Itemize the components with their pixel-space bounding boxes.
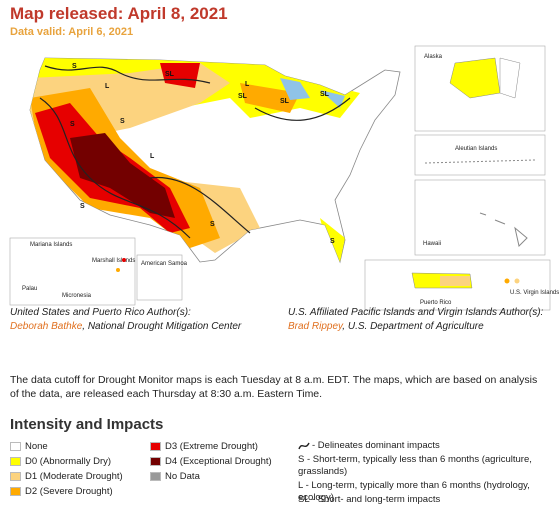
impact-label: L <box>105 83 110 90</box>
drought-area <box>122 258 126 262</box>
impact-label: SL <box>320 91 330 98</box>
impact-legend-item: - Delineates dominant impacts <box>312 440 440 451</box>
impact-label: S <box>70 121 75 128</box>
impact-label: SL <box>165 71 175 78</box>
impact-label: SL <box>280 98 290 105</box>
legend-swatch <box>10 457 21 466</box>
legend-label: No Data <box>165 471 200 482</box>
drought-area <box>116 268 120 272</box>
subtitle: Data valid: April 6, 2021 <box>10 26 134 38</box>
impact-label: S <box>72 63 77 70</box>
impact-label: SL <box>238 93 248 100</box>
legend-swatch <box>150 457 161 466</box>
impact-label: S <box>80 203 85 210</box>
drought-area <box>514 278 520 284</box>
inset-label: Palau <box>22 286 37 292</box>
legend-label: D3 (Extreme Drought) <box>165 441 258 452</box>
legend-swatch <box>150 442 161 451</box>
drought-area <box>70 133 175 218</box>
inset-label: U.S. Virgin Islands <box>510 290 559 296</box>
impact-label: S <box>330 238 335 245</box>
impact-label: L <box>150 153 155 160</box>
author-affiliation: , National Drought Mitigation Center <box>82 321 242 332</box>
author-heading: U.S. Affiliated Pacific Islands and Virg… <box>288 307 544 318</box>
author-block: United States and Puerto Rico Author(s):… <box>10 306 241 334</box>
legend-label: D4 (Exceptional Drought) <box>165 456 272 467</box>
legend-swatch <box>10 487 21 496</box>
author-block: U.S. Affiliated Pacific Islands and Virg… <box>288 306 543 334</box>
legend-swatch <box>10 472 21 481</box>
drought-area <box>440 276 470 286</box>
impact-legend-item: SL - Short- and long-term impacts <box>298 494 441 505</box>
legend-title: Intensity and Impacts <box>10 416 164 433</box>
inset-label: Alaska <box>424 54 443 60</box>
impact-legend-item: L - Long-term, typically more than 6 mon… <box>298 480 530 503</box>
alaska-inset: Alaska Aleutian Islands Hawaii Puerto Ri… <box>9 45 559 311</box>
legend-swatch <box>150 472 161 481</box>
inset-label: Micronesia <box>62 293 92 299</box>
legend-swatch <box>10 442 21 451</box>
drought-area <box>504 278 510 284</box>
inset-label: Aleutian Islands <box>455 146 497 152</box>
author-heading: United States and Puerto Rico Author(s): <box>10 307 191 318</box>
legend-label: D2 (Severe Drought) <box>25 486 113 497</box>
title: Map released: April 8, 2021 <box>10 4 228 23</box>
impact-line-icon <box>298 442 310 450</box>
inset-label: Hawaii <box>423 241 441 247</box>
legend-label: D1 (Moderate Drought) <box>25 471 123 482</box>
drought-area <box>240 83 300 113</box>
author-name: Deborah Bathke <box>10 321 83 332</box>
impact-legend-item: S - Short-term, typically less than 6 mo… <box>298 454 532 477</box>
note: The data cutoff for Drought Monitor maps… <box>10 374 538 400</box>
drought-area <box>160 63 200 88</box>
inset-label: Puerto Rico <box>420 300 452 306</box>
legend-label: D0 (Abnormally Dry) <box>25 456 112 467</box>
author-name: Brad Rippey <box>288 321 343 332</box>
inset-label: American Samoa <box>141 261 188 267</box>
author-affiliation: , U.S. Department of Agriculture <box>342 321 484 332</box>
inset-label: Marshall Islands <box>92 258 135 264</box>
impact-label: L <box>245 81 250 88</box>
drought-area <box>449 57 501 99</box>
impact-label: S <box>210 221 215 228</box>
inset-label: Mariana Islands <box>30 242 72 248</box>
impact-label: S <box>120 118 125 125</box>
legend-label: None <box>25 441 48 452</box>
